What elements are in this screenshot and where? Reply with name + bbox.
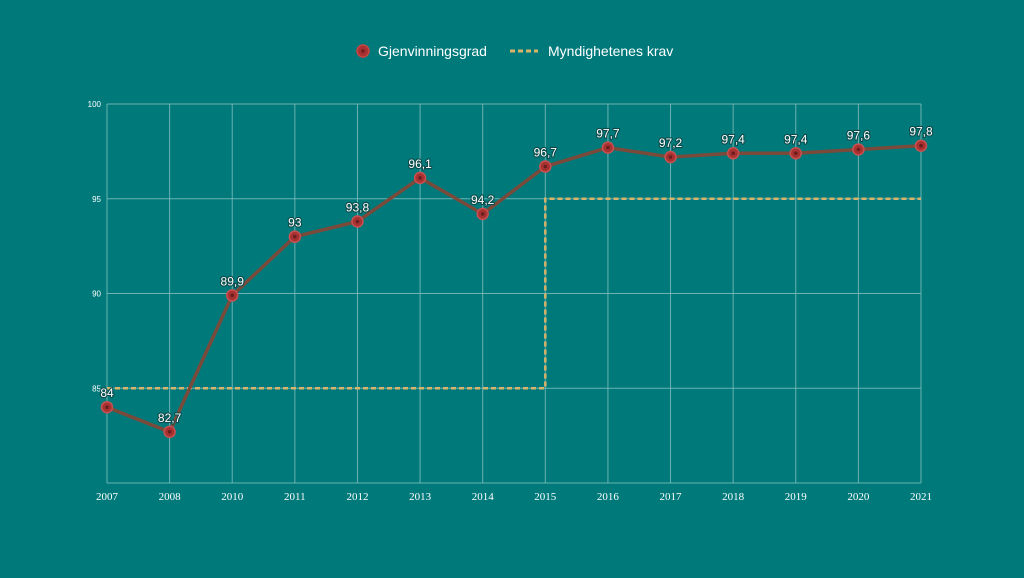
data-labels: 84 82,7 89,9 93 93,8 96,1 94,2 96,7 97,7 97,2 97,4… [99,124,934,426]
data-label: 96,1 [408,157,432,171]
requirement-series [107,197,921,390]
data-label: 82,7 [158,411,182,425]
data-label: 97,8 [909,125,933,139]
data-point-center [355,219,360,224]
recovery-series [100,139,928,439]
data-label: 97,2 [659,136,683,150]
y-axis-ticks: 85 90 95 100 [88,100,102,393]
data-label: 93 [288,216,302,230]
x-tick-label: 2008 [159,491,182,503]
data-point-center [668,155,673,159]
data-point-center [418,176,422,180]
legend-item-myndighetenes-krav: Myndighetenes krav [510,43,673,59]
data-label: 96,7 [534,146,558,160]
legend: Gjenvinningsgrad Myndighetenes krav [356,43,673,59]
data-label: 89,9 [221,274,245,288]
x-tick-label: 2011 [284,491,306,503]
y-tick-label: 90 [92,290,101,299]
legend-marker-inner [361,49,365,53]
x-tick-label: 2013 [409,491,432,503]
legend-label-gjenvinningsgrad: Gjenvinningsgrad [378,43,487,59]
x-tick-label: 2020 [847,491,870,503]
data-point-center [105,405,109,410]
x-tick-label: 2012 [346,491,368,503]
x-tick-label: 2019 [785,491,808,503]
data-label: 97,7 [596,127,620,141]
legend-item-gjenvinningsgrad: Gjenvinningsgrad [356,43,487,59]
data-label: 97,4 [784,132,808,146]
requirement-line [107,197,921,390]
x-axis-ticks: 2007 2008 2010 2011 2012 2013 2014 2015 2016 2017… [96,491,932,503]
x-tick-label: 2021 [910,491,932,503]
legend-label-myndighetenes-krav: Myndighetenes krav [548,43,673,59]
data-point-center [793,151,798,156]
data-label: 97,6 [847,128,871,142]
data-label: 84 [100,386,114,400]
y-tick-label: 95 [92,195,101,204]
y-tick-label: 85 [92,384,101,393]
y-tick-label: 100 [88,100,102,109]
x-tick-label: 2018 [722,491,745,503]
x-tick-label: 2015 [534,491,557,503]
x-tick-label: 2014 [472,491,495,503]
x-tick-label: 2007 [96,491,119,503]
data-label: 93,8 [346,200,370,214]
data-point-center [293,234,297,239]
data-point-center [919,143,923,148]
data-point-center [230,293,235,298]
data-point-center [167,430,172,434]
x-tick-label: 2017 [660,491,683,503]
data-point-center [856,147,861,152]
data-point-center [606,145,610,150]
grid [106,103,922,484]
recovery-line [106,143,922,434]
data-point-center [480,212,485,216]
x-tick-label: 2016 [597,491,620,503]
data-label: 97,4 [721,132,745,146]
data-point-center [543,164,548,169]
x-tick-label: 2010 [221,491,244,503]
data-point-center [731,151,735,156]
data-label: 94,2 [471,193,495,207]
